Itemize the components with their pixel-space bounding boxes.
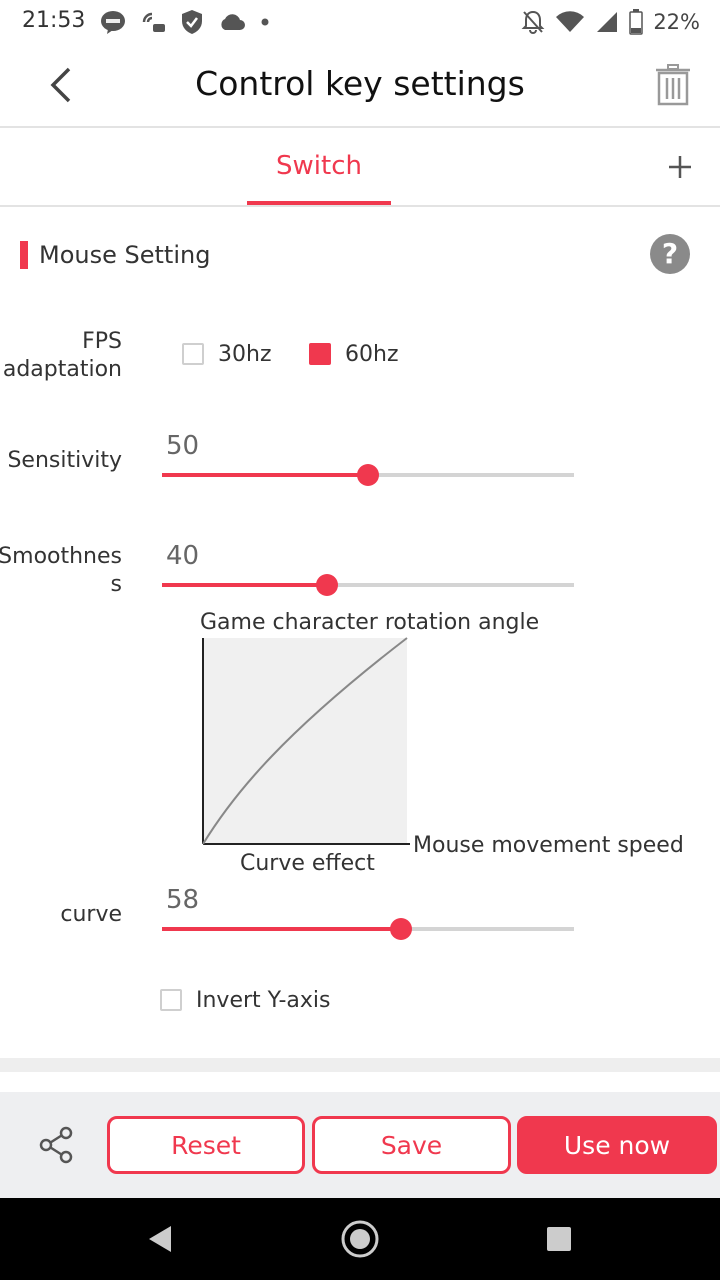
sensitivity-label: Sensitivity: [7, 448, 122, 473]
fps-option-30hz[interactable]: 30hz: [182, 340, 272, 368]
wifi-icon: [556, 11, 585, 33]
tab-active-indicator: [247, 201, 391, 205]
fps-option-60hz[interactable]: 60hz: [309, 340, 399, 368]
line-app-icon: [101, 11, 125, 34]
slider-thumb[interactable]: [316, 574, 338, 596]
chevron-left-icon: [50, 67, 71, 103]
slider-fill: [162, 473, 368, 477]
status-bar: 21:53: [0, 0, 720, 44]
sensitivity-value: 50: [166, 431, 200, 461]
slider-fill: [162, 927, 401, 931]
trash-icon: [656, 64, 690, 106]
curve-label: curve: [60, 902, 122, 927]
slider-track: [162, 583, 574, 587]
graph-title: Game character rotation angle: [200, 610, 540, 635]
graph-caption: Curve effect: [240, 851, 375, 876]
delete-button[interactable]: [650, 62, 696, 108]
shield-check-icon: [182, 10, 202, 34]
use-now-button[interactable]: Use now: [517, 1116, 717, 1174]
curve-value: 58: [166, 885, 200, 915]
system-nav-bar: [0, 1198, 720, 1280]
smoothness-slider[interactable]: [162, 570, 574, 600]
tab-switch[interactable]: Switch: [247, 129, 391, 205]
dot-icon: [261, 18, 269, 26]
slider-fill: [162, 583, 327, 587]
curve-graph: [202, 637, 410, 845]
page-title: Control key settings: [195, 64, 525, 103]
section-header: Mouse Setting: [20, 238, 210, 272]
invert-y-option[interactable]: Invert Y-axis: [160, 986, 331, 1014]
invert-y-checkbox[interactable]: [160, 989, 182, 1011]
cloud-icon: [221, 14, 245, 30]
share-icon[interactable]: [36, 1124, 78, 1166]
fps-label: FPS adaptation: [2, 329, 122, 382]
plus-icon[interactable]: [662, 149, 698, 185]
graph-x-label: Mouse movement speed: [413, 833, 684, 858]
graph-curve: [202, 637, 408, 845]
tab-bar: Switch: [0, 129, 720, 207]
curve-slider[interactable]: [162, 914, 574, 944]
app-bar: Control key settings: [0, 44, 720, 128]
nfc-on-icon: [142, 12, 165, 32]
smoothness-value: 40: [166, 541, 200, 571]
slider-thumb[interactable]: [357, 464, 379, 486]
section-divider: [0, 1058, 720, 1072]
slider-thumb[interactable]: [390, 918, 412, 940]
back-button[interactable]: [38, 62, 84, 108]
fps-60hz-label: 60hz: [345, 341, 399, 367]
sensitivity-slider[interactable]: [162, 460, 574, 490]
graph-background: [203, 638, 407, 844]
invert-y-label: Invert Y-axis: [196, 987, 331, 1013]
fps-60hz-checkbox[interactable]: [309, 343, 331, 365]
home-circle-icon[interactable]: [339, 1218, 381, 1260]
status-time: 21:53: [22, 8, 86, 33]
reset-button[interactable]: Reset: [107, 1116, 305, 1174]
smoothness-label: Smoothnes s: [0, 544, 122, 597]
help-button[interactable]: ?: [650, 234, 690, 274]
battery-percent: 22%: [653, 10, 700, 34]
notifications-off-icon: [521, 10, 545, 34]
fps-30hz-label: 30hz: [218, 341, 272, 367]
tab-switch-label: Switch: [276, 151, 362, 181]
back-triangle-icon[interactable]: [140, 1218, 182, 1260]
section-accent-bar: [20, 241, 28, 269]
battery-icon: [629, 9, 644, 35]
signal-icon: [597, 12, 618, 32]
fps-30hz-checkbox[interactable]: [182, 343, 204, 365]
recents-square-icon[interactable]: [538, 1218, 580, 1260]
section-title: Mouse Setting: [39, 241, 211, 269]
save-button[interactable]: Save: [312, 1116, 511, 1174]
bottom-action-bar: Reset Save Use now: [0, 1092, 720, 1198]
